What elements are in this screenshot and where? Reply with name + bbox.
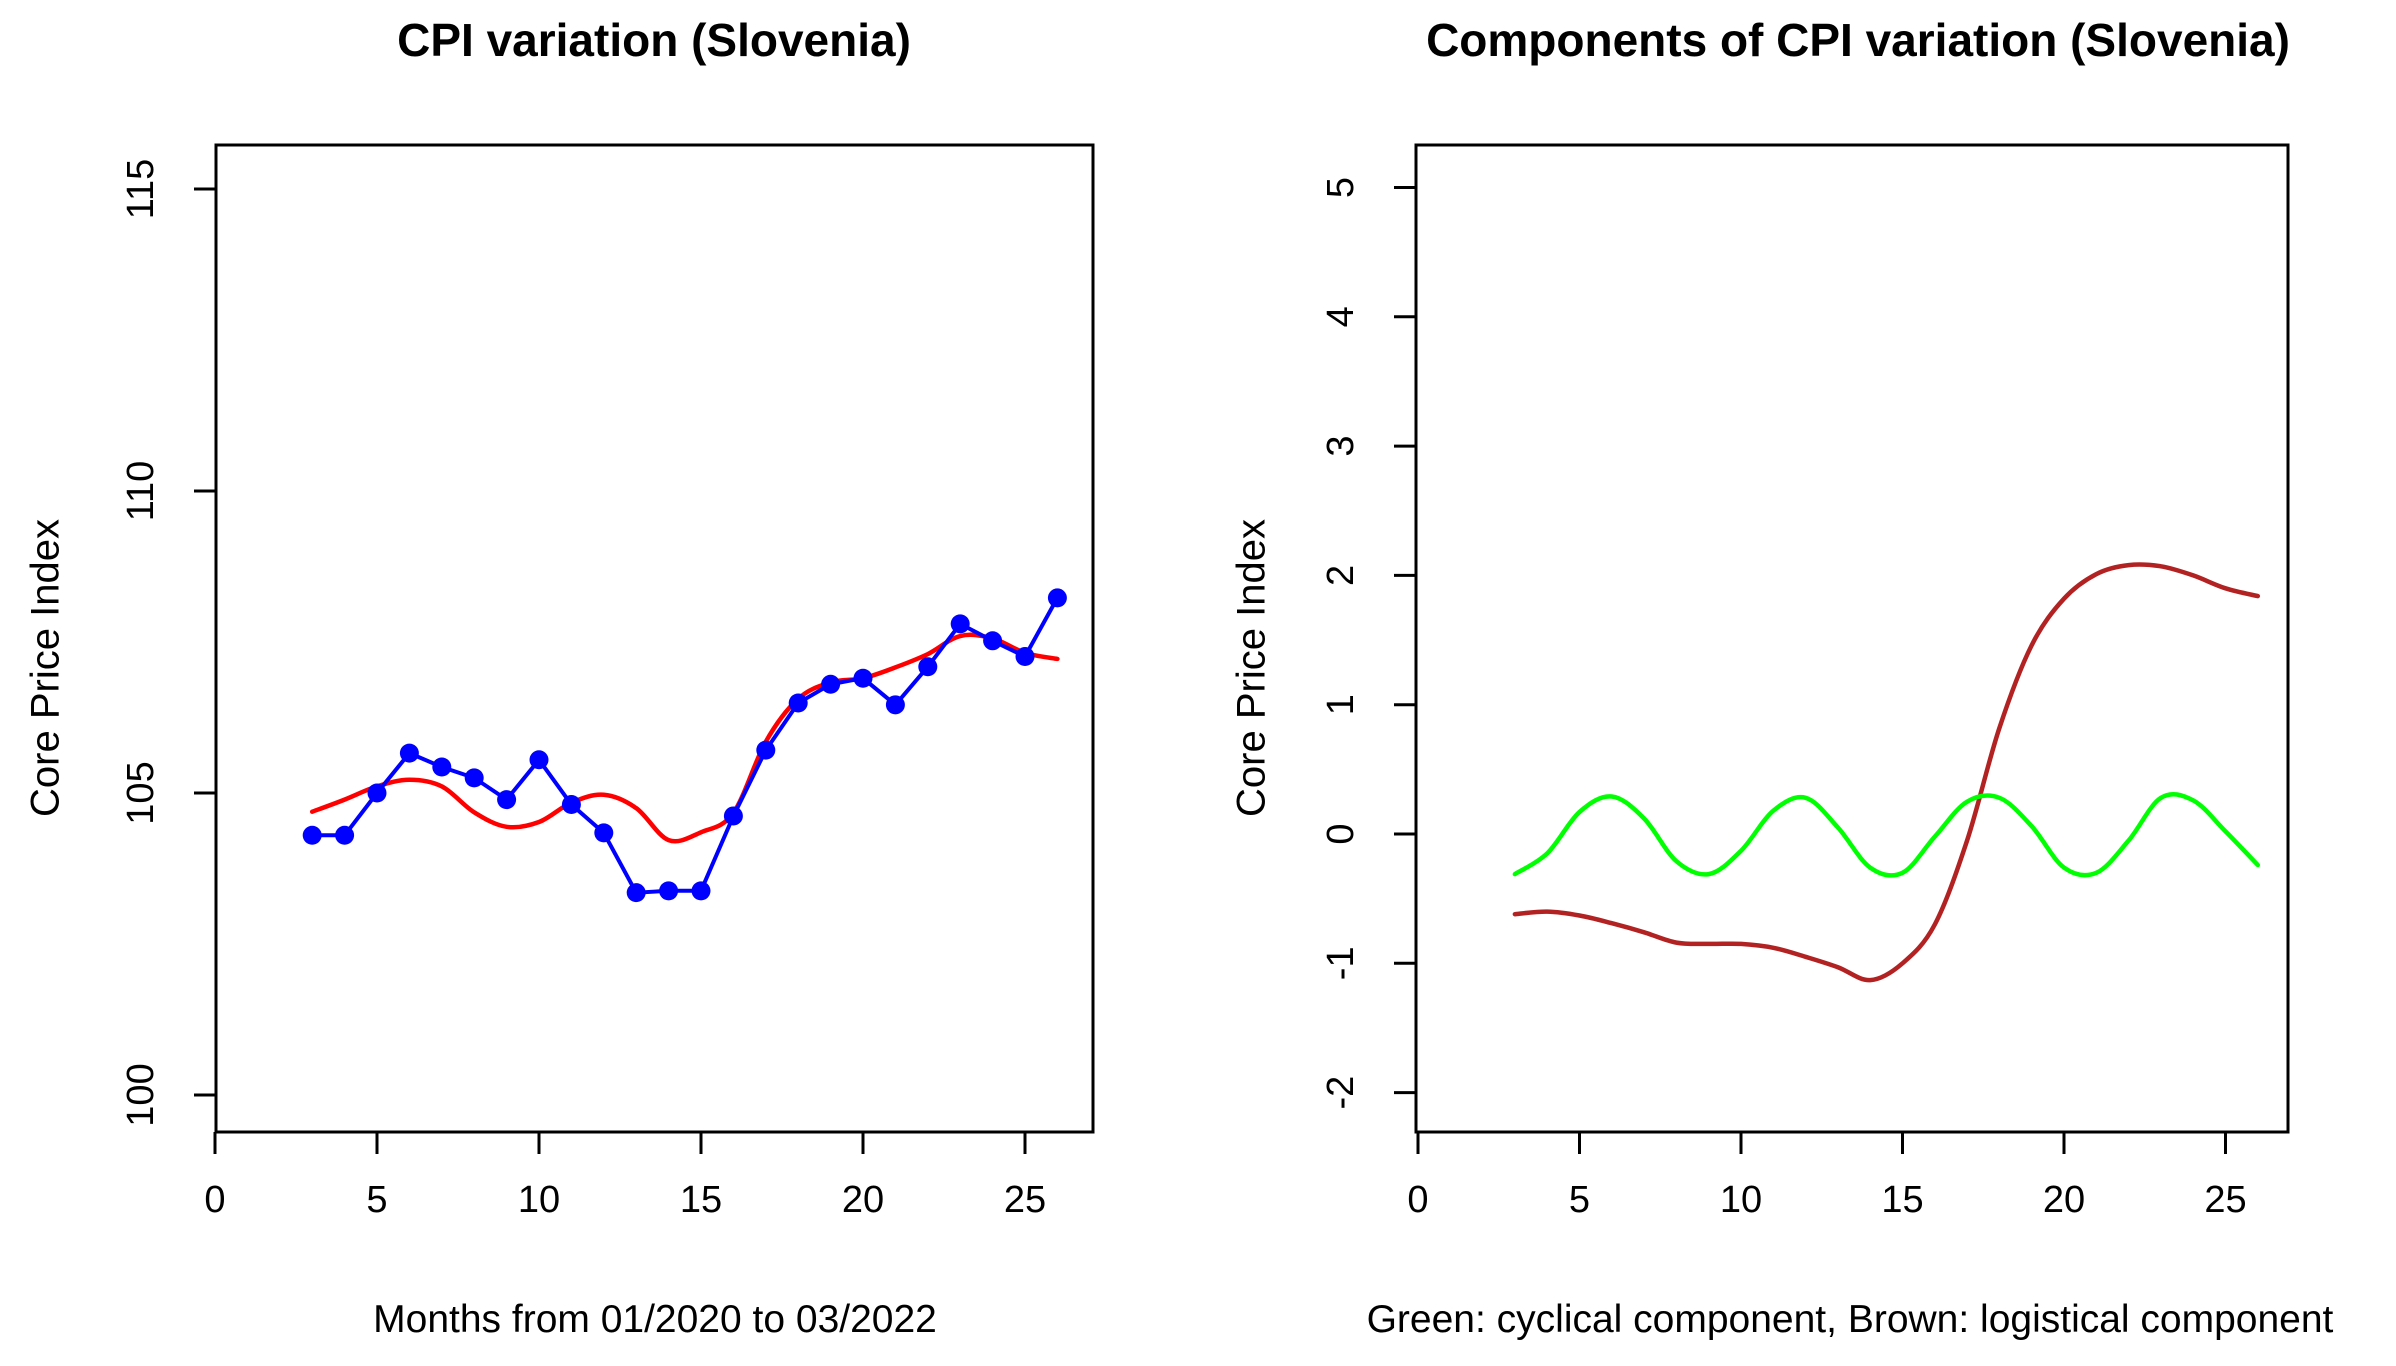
left-x-tick-label: 15 (680, 1179, 722, 1221)
left-plot-box (214, 143, 1095, 1134)
right-y-tick-label: -2 (1320, 1076, 1362, 1110)
logistical-component-line (1512, 562, 2261, 983)
right-y-tick-label: 5 (1320, 177, 1362, 198)
cpi-observed-point (432, 757, 452, 777)
cpi-observed-point (788, 693, 808, 713)
cpi-observed-point (626, 883, 646, 903)
cpi-observed-point (659, 881, 679, 901)
left-y-tick-label: 100 (120, 1063, 162, 1126)
right-chart-ylabel: Core Price Index (1229, 519, 1274, 817)
right-x-tick-label: 20 (2043, 1179, 2085, 1221)
left-y-tick-label: 105 (120, 761, 162, 824)
right-plot-box (1414, 143, 2290, 1134)
left-y-tick-label: 115 (120, 159, 162, 220)
cpi-observed-point (464, 768, 484, 788)
cpi-observed-point (1015, 646, 1035, 666)
cpi-observed-point (983, 631, 1003, 651)
cpi-observed-point (885, 695, 905, 715)
left-x-tick-label: 10 (518, 1179, 560, 1221)
cpi-observed-point (918, 657, 938, 677)
right-x-tick-label: 10 (1720, 1179, 1762, 1221)
right-chart-caption: Green: cyclical component, Brown: logist… (1366, 1298, 2334, 1341)
cpi-observed-point (950, 614, 970, 634)
right-x-tick-label: 15 (1881, 1179, 1923, 1221)
cpi-observed-point (723, 806, 743, 826)
cyclical-component-line (1512, 791, 2261, 878)
right-y-tick-label: 4 (1320, 306, 1362, 327)
cpi-observed-point (497, 790, 517, 810)
cpi-observed-point (594, 823, 614, 843)
right-y-tick-label: 2 (1320, 565, 1362, 586)
left-chart-xlabel: Months from 01/2020 to 03/2022 (373, 1298, 937, 1341)
cpi-observed-point (399, 743, 419, 763)
right-y-tick-label: 3 (1320, 436, 1362, 457)
right-chart-title: Components of CPI variation (Slovenia) (1426, 14, 2290, 66)
left-x-tick-label: 25 (1004, 1179, 1046, 1221)
right-x-tick-label: 25 (2204, 1179, 2246, 1221)
right-y-tick-label: 0 (1320, 823, 1362, 844)
right-x-tick-label: 0 (1407, 1179, 1428, 1221)
right-y-tick-label: 1 (1320, 694, 1362, 715)
right-y-tick-label: -1 (1320, 946, 1362, 980)
right-x-tick-label: 5 (1569, 1179, 1590, 1221)
cpi-observed-line (310, 595, 1060, 895)
left-x-tick-label: 20 (842, 1179, 884, 1221)
cpi-observed-point (821, 674, 841, 694)
left-x-tick-label: 0 (204, 1179, 225, 1221)
cpi-smoothed-trend-line (309, 632, 1060, 844)
left-chart-ylabel: Core Price Index (23, 519, 68, 817)
cpi-observed-point (691, 881, 711, 901)
cpi-observed-point (756, 740, 776, 760)
cpi-observed-point (561, 794, 581, 814)
cpi-observed-point (335, 825, 355, 845)
cpi-observed-point (529, 750, 549, 770)
cpi-observed-point (1047, 588, 1067, 608)
cpi-observed-point (367, 783, 387, 803)
left-x-tick-label: 5 (366, 1179, 387, 1221)
left-y-tick-label: 110 (120, 461, 162, 522)
left-chart-title: CPI variation (Slovenia) (397, 14, 911, 66)
cpi-observed-point (302, 825, 322, 845)
cpi-observed-point (853, 668, 873, 688)
